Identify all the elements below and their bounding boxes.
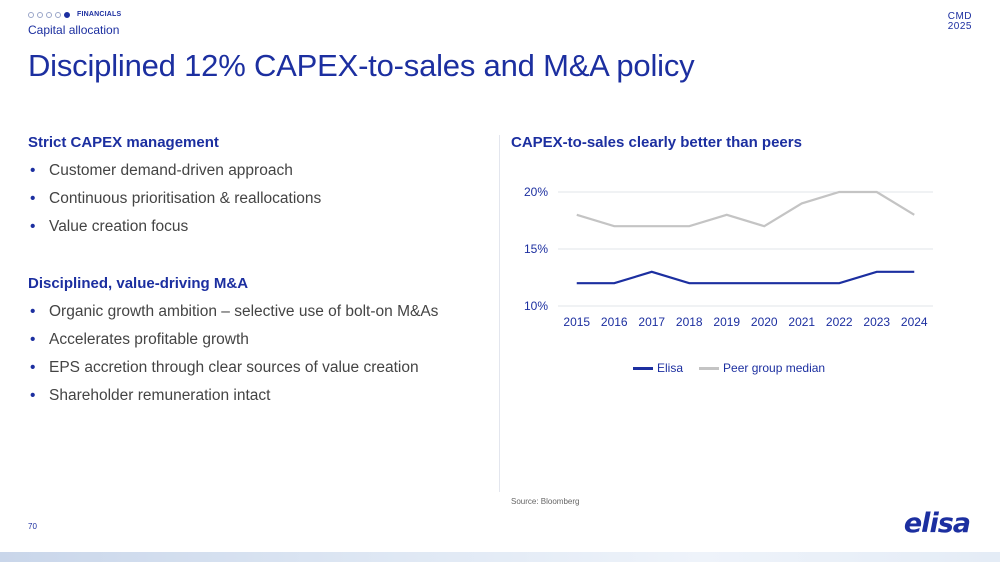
progress-indicator: FINANCIALS bbox=[28, 11, 121, 18]
legend-label-peer: Peer group median bbox=[723, 361, 826, 375]
section-label: FINANCIALS bbox=[77, 11, 122, 18]
bullet-item: Organic growth ambition – selective use … bbox=[28, 298, 438, 326]
bullet-item: Shareholder remuneration intact bbox=[28, 382, 438, 410]
legend-swatch-peer bbox=[699, 366, 720, 370]
legend-item-elisa: Elisa bbox=[633, 361, 683, 375]
progress-dot bbox=[28, 11, 34, 18]
progress-dot bbox=[46, 11, 52, 18]
progress-dot-active bbox=[64, 11, 70, 18]
x-tick-label: 2017 bbox=[638, 315, 665, 329]
legend-label-elisa: Elisa bbox=[657, 361, 684, 375]
y-tick-label: 10% bbox=[524, 299, 548, 313]
bullet-item: Customer demand-driven approach bbox=[28, 157, 321, 185]
event-line-2: 2025 bbox=[947, 21, 972, 32]
page-number: 70 bbox=[28, 522, 37, 531]
x-tick-label: 2019 bbox=[713, 315, 740, 329]
page-title: Disciplined 12% CAPEX-to-sales and M&A p… bbox=[28, 48, 695, 83]
footer-band bbox=[0, 552, 1000, 562]
chart-legend: Elisa Peer group median bbox=[633, 361, 841, 375]
event-line-1: CMD bbox=[947, 11, 972, 22]
section-heading-capex: Strict CAPEX management bbox=[28, 134, 219, 151]
series-line-elisa bbox=[576, 270, 915, 285]
y-tick-label: 15% bbox=[524, 242, 548, 256]
x-tick-label: 2015 bbox=[563, 315, 590, 329]
event-badge: CMD 2025 bbox=[948, 12, 972, 32]
x-tick-label: 2018 bbox=[676, 315, 703, 329]
column-divider bbox=[499, 135, 500, 492]
legend-item-peer: Peer group median bbox=[699, 361, 825, 375]
chart-title: CAPEX-to-sales clearly better than peers bbox=[511, 134, 802, 151]
source-note: Source: Bloomberg bbox=[511, 497, 580, 506]
x-tick-label: 2020 bbox=[751, 315, 778, 329]
bullet-item: Value creation focus bbox=[28, 213, 321, 241]
elisa-logo: elisa bbox=[903, 508, 971, 539]
x-tick-label: 2024 bbox=[901, 315, 928, 329]
x-tick-label: 2022 bbox=[826, 315, 853, 329]
progress-dot bbox=[55, 11, 61, 18]
line-chart: 10% 15% 20% 2015 2016 2017 2018 2019 2020 2021 202… bbox=[524, 185, 933, 329]
y-tick-label: 20% bbox=[524, 185, 548, 199]
section-subtitle: Capital allocation bbox=[28, 23, 120, 37]
bullet-item: Continuous prioritisation & reallocation… bbox=[28, 185, 321, 213]
series-line-peer-group-median bbox=[576, 190, 915, 228]
bullet-item: Accelerates profitable growth bbox=[28, 326, 438, 354]
x-tick-label: 2023 bbox=[863, 315, 890, 329]
section-heading-ma: Disciplined, value-driving M&A bbox=[28, 275, 249, 292]
ma-bullet-list: Organic growth ambition – selective use … bbox=[28, 298, 438, 410]
x-tick-label: 2021 bbox=[788, 315, 815, 329]
legend-swatch-elisa bbox=[633, 366, 653, 370]
bullet-item: EPS accretion through clear sources of v… bbox=[28, 354, 438, 382]
progress-dot bbox=[37, 11, 43, 18]
x-tick-label: 2016 bbox=[601, 315, 628, 329]
capex-bullet-list: Customer demand-driven approach Continuo… bbox=[28, 157, 321, 241]
